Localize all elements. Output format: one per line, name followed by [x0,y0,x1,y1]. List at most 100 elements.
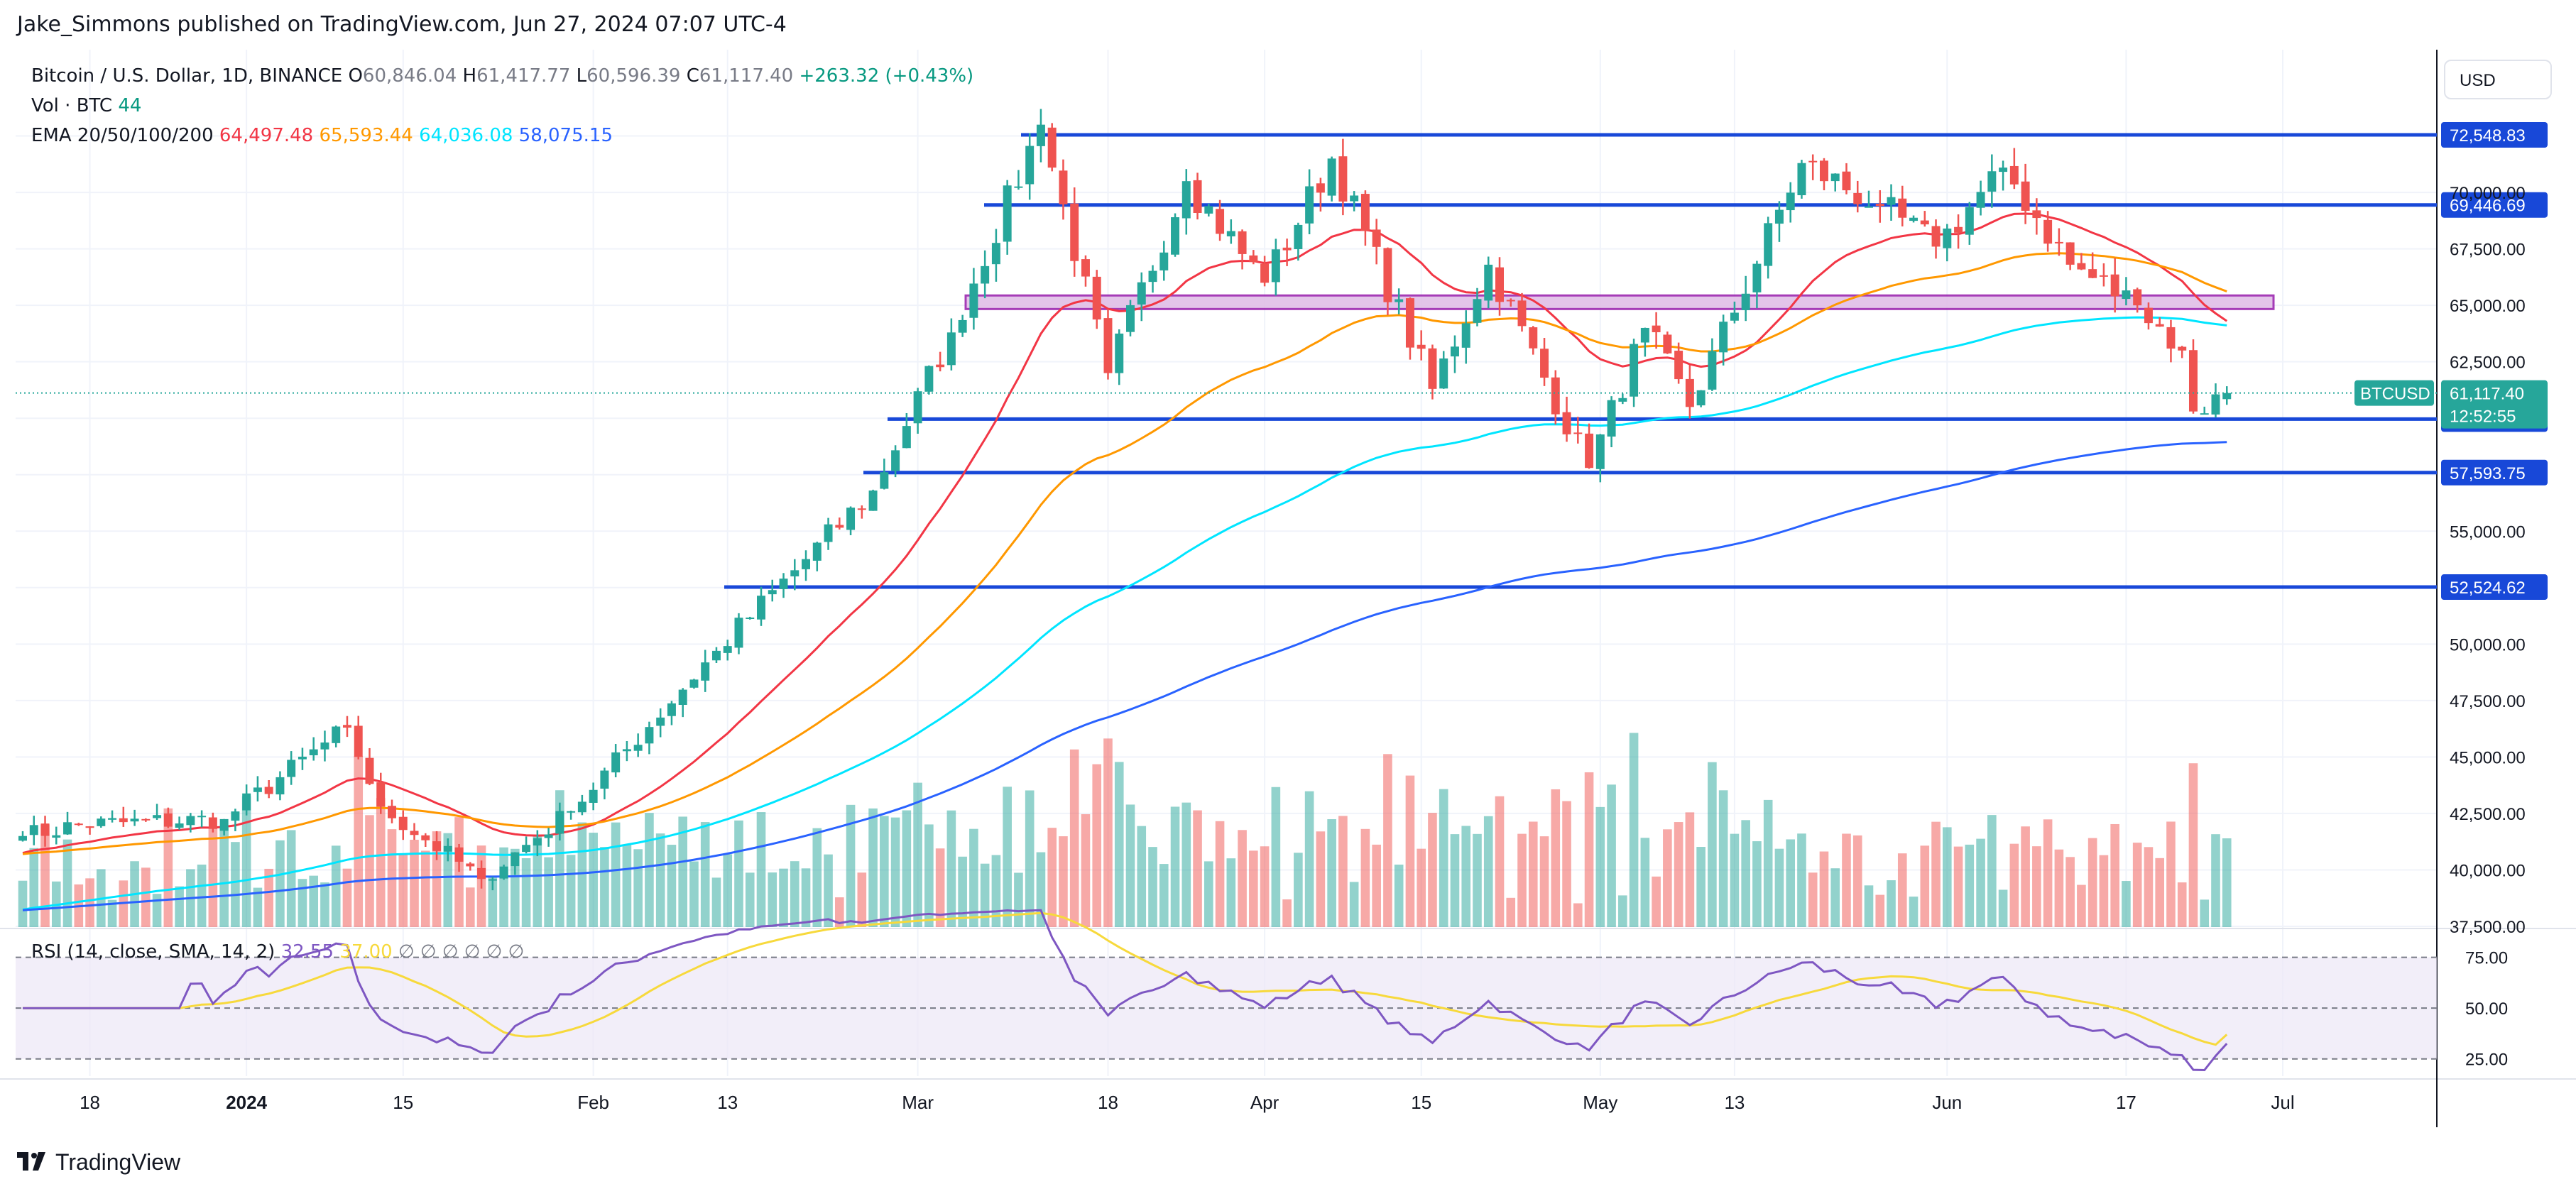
ohlc-key-h: H [457,65,477,87]
volume-bar [1193,810,1202,927]
candle-body [1640,327,1649,343]
candle-body [768,590,777,595]
volume-bar [700,822,710,927]
candle-body [388,806,396,818]
candle-body [1338,156,1348,202]
volume-bar [1360,828,1370,927]
candle-body [1853,192,1862,204]
volume-bar [1842,833,1851,927]
ema-values: 64,497.48 65,593.44 64,036.08 58,075.15 [219,125,613,146]
volume-bar [566,855,576,927]
volume-bar [1920,845,1930,927]
volume-bar [857,872,867,927]
candle-body [656,717,665,726]
ema-row[interactable]: EMA 20/50/100/200 64,497.48 65,593.44 64… [31,121,973,150]
volume-bar [2077,884,2086,927]
symbol-tag: BTCUSD [2360,385,2430,404]
candle-body [1562,412,1571,434]
candle-body [443,845,452,852]
volume-row[interactable]: Vol · BTC 44 [31,91,973,121]
volume-bar [1708,762,1717,927]
candle-body [219,818,229,831]
currency-button[interactable]: USD [2444,60,2552,99]
rsi-legend[interactable]: RSI (14, close, SMA, 14, 2) 32.55 37.00 … [31,941,524,963]
candle-body [1070,203,1079,261]
volume-bar [1663,829,1672,927]
candle-body [1898,198,1907,218]
volume-bar [1495,796,1505,927]
volume-bar [723,854,733,927]
symbol-tag-bg [2354,380,2434,406]
volume-bar [1774,848,1784,927]
candle-body [689,679,699,688]
time-tick: 13 [717,1092,738,1113]
candle-body [1764,223,1773,266]
volume-bar [1506,897,1516,927]
ema-200-line [22,441,2227,911]
candle-body [1137,282,1146,305]
candle-body [477,867,486,880]
candle-body [1372,229,1381,247]
volume-bar [2054,849,2064,927]
candle-body [1719,322,1728,353]
time-tick: 13 [1724,1092,1745,1113]
volume-bar [1685,812,1695,927]
candle-body [1573,432,1583,434]
candle-body [2032,210,2041,219]
volume-bar [1730,833,1740,927]
volume-bar [1338,816,1348,927]
candle-body [175,823,184,828]
chart-legend: Bitcoin / U.S. Dollar, 1D, BINANCE O60,8… [31,61,973,150]
candlesticks: BTCUSD 61,117.40 12:52:55 [16,109,2548,891]
volume-bar [175,886,184,927]
volume-bar [2222,838,2232,927]
candle-body [555,811,564,834]
volume-bar [1473,833,1482,927]
candle-body [342,725,351,728]
candle-body [1059,170,1068,204]
volume-bar [286,830,296,927]
candle-body [1752,263,1762,292]
candle-body [1540,349,1549,378]
price-change: +263.32 (+0.43%) [799,65,974,87]
candle-body [231,811,240,821]
volume-bar [208,828,218,927]
candle-body [958,319,967,333]
tradingview-footer[interactable]: TradingView [17,1144,180,1180]
time-tick: 17 [2116,1092,2136,1113]
volume-bar [768,872,777,927]
volume-bar [1047,828,1057,927]
candle-body [2188,350,2198,412]
volume-bar [454,817,464,927]
candle-body [1741,293,1750,310]
candle-body [1450,346,1459,357]
volume-bar [533,835,542,927]
candle-body [757,596,765,620]
volume-bar [1125,804,1135,927]
resistance-zone-rect [964,294,2275,310]
candle-body [1405,298,1414,348]
candle-body [488,879,497,881]
candle-body [1204,206,1213,214]
ohlc-key-c: C [680,65,699,87]
candle-body [1595,434,1605,469]
rsi-na-mark: ∅ [502,941,525,963]
volume-bar [1114,762,1124,927]
candle-body [2054,241,2063,243]
candle-body [633,745,643,751]
symbol-row[interactable]: Bitcoin / U.S. Dollar, 1D, BINANCE O60,8… [31,61,973,91]
candle-body [1954,226,1963,233]
current-price-bg [2441,380,2548,429]
volume-bar [2087,838,2097,927]
axes: 70,000.00 67,500.00 65,000.00 62,500.00 55,0… [80,184,2526,1113]
volume-bar [890,817,900,927]
candle-body [2133,289,2142,306]
volume-bar [320,882,329,927]
candle-body [1685,378,1694,407]
volume-bar [1953,846,1963,927]
countdown-label: 12:52:55 [2450,407,2516,427]
candle-body [723,646,732,653]
candle-body [1730,312,1739,321]
volume-bar [443,833,453,927]
